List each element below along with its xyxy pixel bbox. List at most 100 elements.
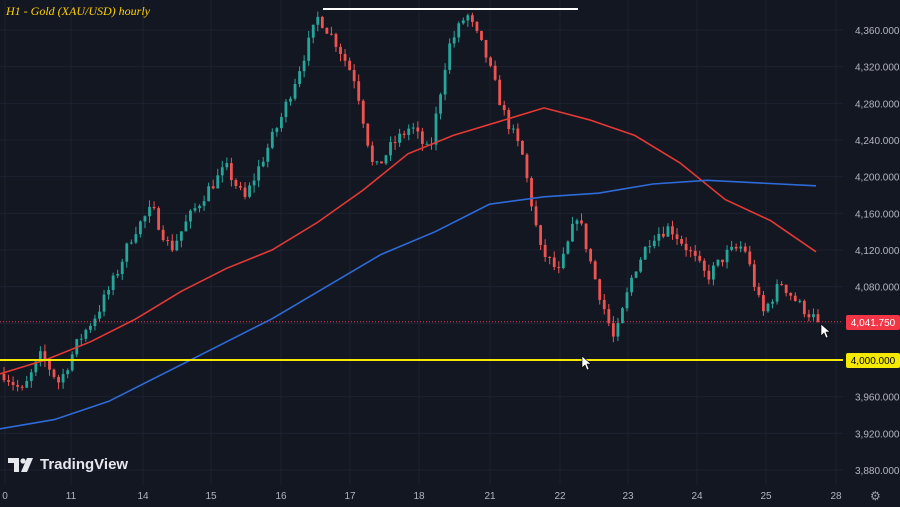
candle-body — [25, 381, 29, 388]
candle-body — [66, 370, 70, 375]
candle-body — [611, 323, 615, 337]
price-axis[interactable]: 4,360.000 4,320.000 4,280.000 4,240.000 4,20… — [855, 26, 900, 477]
candle-body — [293, 84, 297, 99]
candle-body — [630, 277, 633, 293]
x-tick-label: 24 — [691, 491, 703, 502]
x-tick-label: 23 — [622, 491, 634, 502]
candle-body — [543, 244, 547, 257]
candle-body — [125, 243, 129, 262]
candle-body — [784, 284, 788, 293]
support-price-tag: 4,000.000 — [846, 353, 900, 368]
candle-body — [470, 15, 474, 22]
candle-body — [398, 133, 402, 143]
y-tick-label: 4,320.000 — [855, 63, 900, 74]
candle-body — [743, 246, 747, 252]
candle-body — [270, 131, 274, 148]
candle-body — [216, 175, 220, 189]
candle-body — [152, 206, 156, 209]
candle-body — [266, 147, 270, 162]
candle-body — [652, 240, 656, 247]
candle-body — [361, 100, 365, 124]
candle-body — [534, 206, 538, 226]
candle-body — [38, 351, 42, 362]
candle-body — [498, 79, 502, 106]
candle-body — [2, 373, 6, 381]
candle-body — [557, 267, 561, 269]
candle-body — [757, 286, 761, 296]
candle-body — [193, 208, 197, 211]
candle-body — [189, 210, 192, 222]
candle-body — [507, 110, 511, 130]
candle-body — [143, 216, 147, 222]
candle-body — [516, 128, 520, 141]
candle-body — [380, 161, 383, 164]
candle-body — [225, 163, 229, 168]
candle-body — [766, 303, 770, 312]
candle-body — [366, 123, 370, 146]
candle-body — [148, 206, 151, 217]
candle-body — [102, 294, 106, 312]
y-tick-label: 4,240.000 — [855, 136, 900, 147]
candle-body — [602, 299, 606, 310]
candle-body — [571, 223, 574, 242]
candle-body — [616, 323, 620, 337]
candle-body — [771, 301, 774, 304]
candle-body — [807, 314, 811, 318]
candle-body — [29, 372, 33, 382]
candle-body — [439, 94, 442, 114]
candle-body — [525, 154, 529, 179]
y-tick-label: 4,120.000 — [855, 246, 900, 257]
candle-body — [311, 24, 315, 38]
candle-body — [425, 143, 429, 145]
candle-body — [443, 69, 447, 95]
candle-body — [816, 314, 820, 322]
candle-body — [493, 65, 497, 80]
candle-body — [589, 249, 593, 262]
candle-body — [434, 113, 438, 145]
candle-body — [79, 338, 83, 340]
candle-body — [11, 381, 15, 385]
candle-body — [566, 241, 570, 254]
candle-body — [239, 186, 242, 188]
candle-body — [134, 234, 138, 243]
candle-body — [680, 239, 683, 244]
candle-body — [607, 309, 611, 324]
candle-body — [375, 161, 379, 163]
candle-body — [702, 260, 706, 271]
candle-body — [389, 142, 392, 156]
candle-body — [275, 128, 279, 132]
candle-body — [261, 161, 265, 167]
candle-body — [643, 246, 647, 260]
candle-body — [639, 259, 643, 272]
candle-body — [202, 201, 206, 206]
y-tick-label: 3,960.000 — [855, 393, 900, 404]
candle-body — [621, 308, 624, 324]
candle-body — [370, 145, 374, 163]
candle-body — [43, 351, 47, 361]
x-tick-label: 14 — [137, 491, 149, 502]
cursor-icon — [820, 323, 831, 339]
candle-body — [16, 384, 20, 387]
candle-body — [284, 101, 288, 118]
candle-body — [780, 284, 784, 286]
candle-body — [693, 250, 697, 256]
time-axis[interactable]: 0 11 14 15 16 17 18 21 22 23 24 25 28 — [2, 491, 842, 502]
gear-icon[interactable]: ⚙ — [870, 489, 881, 503]
x-tick-label: 22 — [554, 491, 566, 502]
cursor-icon — [581, 355, 592, 371]
candle-body — [234, 180, 238, 187]
candle-body — [139, 221, 142, 235]
candle-body — [198, 205, 201, 209]
candle-body — [207, 186, 211, 202]
x-tick-label: 11 — [66, 491, 77, 502]
candle-body — [452, 37, 456, 44]
candle-body — [348, 60, 352, 71]
candle-body — [175, 240, 179, 251]
candle-body — [325, 27, 329, 34]
y-tick-label: 3,880.000 — [855, 466, 900, 477]
candle-body — [34, 361, 38, 373]
moving-average-100 — [0, 107, 817, 375]
y-tick-label: 4,360.000 — [855, 26, 900, 37]
candle-body — [716, 259, 720, 266]
